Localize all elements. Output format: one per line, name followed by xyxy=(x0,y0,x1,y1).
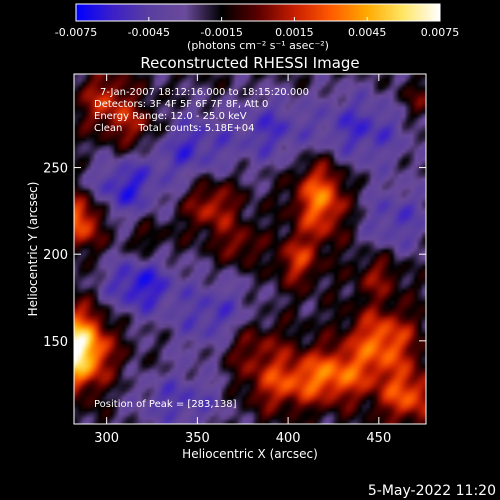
x-tick-label: 300 xyxy=(94,431,119,446)
x-axis-label: Heliocentric X (arcsec) xyxy=(182,447,318,461)
footer-timestamp: 5-May-2022 11:20 xyxy=(368,483,496,499)
colorbar-gradient xyxy=(76,4,440,21)
y-tick-label: 250 xyxy=(43,162,68,177)
chart-title: Reconstructed RHESSI Image xyxy=(140,54,359,72)
annotation-peak-position: Position of Peak = [283,138] xyxy=(94,399,237,410)
colorbar-tick-label: 0.0075 xyxy=(421,26,460,39)
y-tick-label: 200 xyxy=(43,248,68,263)
colorbar-tick-label: -0.0075 xyxy=(55,26,97,39)
colorbar-label: (photons cm⁻² s⁻¹ asec⁻²) xyxy=(187,39,329,52)
colorbar-tick-label: -0.0015 xyxy=(200,26,242,39)
x-tick-label: 450 xyxy=(366,431,391,446)
plot-frame xyxy=(73,73,427,425)
annotation-energy-range: Energy Range: 12.0 - 25.0 keV xyxy=(94,111,247,122)
x-tick-label: 350 xyxy=(185,431,210,446)
y-axis-label: Heliocentric Y (arcsec) xyxy=(26,182,40,317)
heatmap-image xyxy=(74,74,426,424)
annotation-detectors: Detectors: 3F 4F 5F 6F 7F 8F, Att 0 xyxy=(94,99,268,110)
colorbar-frame xyxy=(75,3,441,22)
colorbar-ticks: -0.0075 -0.0045 -0.0015 0.0015 0.0045 0.0075 xyxy=(55,17,459,39)
x-tick-label: 400 xyxy=(276,431,301,446)
plot-area: 300 350 400 450 150 200 250 xyxy=(43,73,427,446)
x-axis-ticks: 300 350 400 450 xyxy=(94,74,391,446)
annotation-clean-counts: Clean Total counts: 5.18E+04 xyxy=(94,123,254,134)
y-axis-ticks: 150 200 250 xyxy=(43,162,426,350)
y-tick-label: 150 xyxy=(43,335,68,350)
annotation-time-range: 7-Jan-2007 18:12:16.000 to 18:15:20.000 xyxy=(100,87,309,98)
colorbar-tick-label: -0.0045 xyxy=(128,26,170,39)
colorbar: -0.0075 -0.0045 -0.0015 0.0015 0.0045 0.0075 … xyxy=(55,3,459,52)
colorbar-tick-label: 0.0015 xyxy=(275,26,314,39)
colorbar-tick-label: 0.0045 xyxy=(348,26,387,39)
